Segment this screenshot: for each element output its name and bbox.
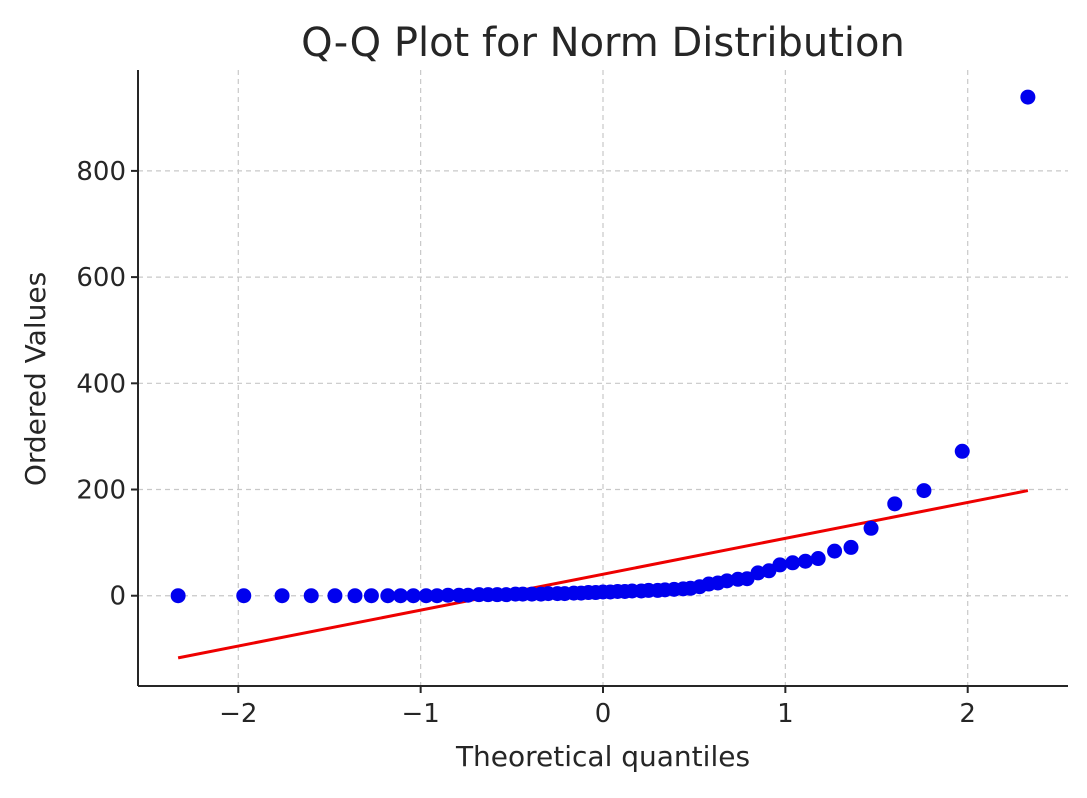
- data-point: [405, 588, 421, 604]
- x-tick-label: 2: [959, 699, 976, 729]
- points-layer: [170, 89, 1036, 604]
- x-tick-label: −1: [401, 699, 439, 729]
- data-point: [303, 588, 319, 604]
- data-point: [380, 588, 396, 604]
- data-point: [429, 588, 445, 604]
- data-point: [843, 539, 859, 555]
- x-tick-label: −2: [219, 699, 257, 729]
- y-axis-label: Ordered Values: [19, 272, 52, 486]
- data-point: [236, 588, 252, 604]
- data-point: [810, 551, 826, 567]
- data-point: [440, 587, 456, 603]
- fit-line-layer: [177, 489, 1029, 660]
- x-tick-label: 0: [595, 699, 612, 729]
- data-point: [327, 588, 343, 604]
- data-point: [785, 555, 801, 571]
- y-tick-label: 600: [76, 263, 126, 293]
- data-point: [719, 573, 735, 589]
- data-point: [347, 588, 363, 604]
- data-point: [797, 553, 813, 569]
- fit-line: [177, 489, 1029, 660]
- data-point: [393, 588, 409, 604]
- data-point: [274, 588, 290, 604]
- y-tick-label: 200: [76, 476, 126, 506]
- data-point: [887, 496, 903, 512]
- ticks: −2 −1 0 1 2 0 200 400 600 800: [76, 157, 976, 729]
- data-point: [170, 588, 186, 604]
- data-point: [460, 587, 476, 603]
- data-point: [1020, 89, 1036, 105]
- data-point: [418, 588, 434, 604]
- x-tick-label: 1: [777, 699, 794, 729]
- data-point: [363, 588, 379, 604]
- data-point: [772, 557, 788, 573]
- data-point: [954, 443, 970, 459]
- chart-title: Q-Q Plot for Norm Distribution: [301, 20, 905, 66]
- data-point: [827, 543, 843, 559]
- y-tick-label: 800: [76, 157, 126, 187]
- data-point: [916, 483, 932, 499]
- grid: [138, 70, 1068, 686]
- data-point: [863, 520, 879, 536]
- x-axis-label: Theoretical quantiles: [455, 740, 750, 773]
- y-tick-label: 400: [76, 369, 126, 399]
- y-tick-label: 0: [109, 582, 126, 612]
